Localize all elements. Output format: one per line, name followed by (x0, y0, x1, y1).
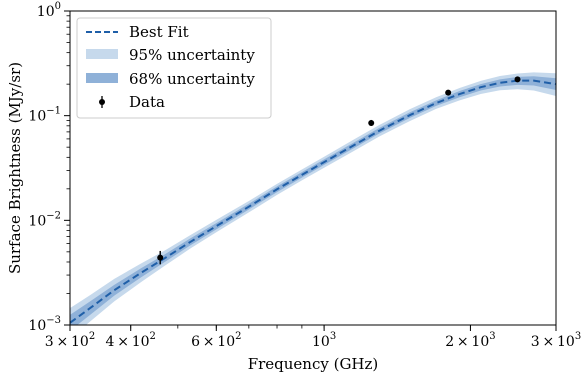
y-tick-label: 100 (37, 1, 61, 20)
x-tick-label: 103 (312, 331, 336, 350)
plot-frame (69, 10, 557, 326)
x-tick-label: 6 × 102 (191, 331, 241, 350)
legend-best-fit-label: Best Fit (129, 23, 189, 41)
x-axis-title: Frequency (GHz) (248, 355, 379, 373)
data-point (445, 89, 452, 96)
y-tick-label: 10−1 (28, 106, 61, 125)
x-tick-label: 2 × 103 (445, 331, 495, 350)
legend-68-label: 68% uncertainty (129, 70, 255, 88)
data-point (368, 119, 375, 127)
axis-ticks: 3 × 102 4 × 102 6 × 102 103 2 × 103 3 × 103 10… (28, 1, 581, 350)
best-fit-line (70, 79, 556, 324)
data-point-marker (445, 89, 452, 96)
legend-95-label: 95% uncertainty (129, 46, 255, 64)
legend-95-swatch (86, 49, 118, 59)
y-axis-title: Surface Brightness (MJy/sr) (6, 62, 24, 274)
x-tick-label: 4 × 102 (106, 331, 156, 350)
y-tick-label: 10−2 (28, 210, 61, 229)
x-tick-label: 3 × 102 (45, 331, 95, 350)
y-tick-label: 10−3 (28, 315, 61, 334)
plot-area (70, 72, 556, 325)
data-point (514, 76, 521, 83)
data-point-marker (368, 120, 375, 127)
legend-data-label: Data (129, 93, 165, 111)
x-tick-label: 3 × 103 (531, 331, 581, 350)
legend: Best Fit 95% uncertainty 68% uncertainty… (76, 17, 272, 119)
data-point-marker (157, 254, 164, 261)
data-point (157, 250, 164, 265)
legend-frame (76, 17, 272, 119)
data-point-marker (514, 76, 521, 83)
legend-data-marker (99, 99, 105, 105)
legend-68-swatch (86, 73, 118, 83)
